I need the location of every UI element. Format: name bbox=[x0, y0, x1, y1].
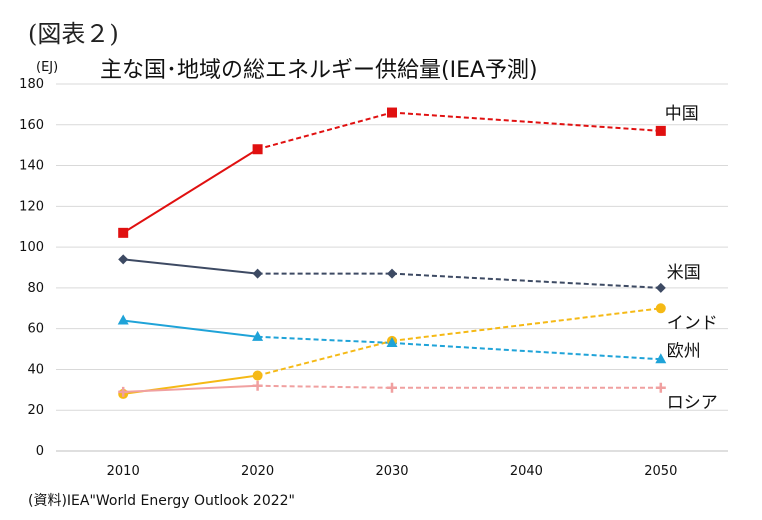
y-tick-label: 180 bbox=[19, 77, 44, 92]
series-label: 米国 bbox=[667, 263, 701, 283]
data-point bbox=[655, 282, 666, 293]
series-segment bbox=[391, 111, 661, 132]
series-label: ロシア bbox=[667, 393, 718, 413]
source-note: (資料)IEA"World Energy Outlook 2022" bbox=[28, 493, 295, 509]
x-tick-label: 2040 bbox=[510, 464, 543, 479]
data-point bbox=[252, 144, 263, 155]
series-segment bbox=[391, 341, 661, 361]
y-tick-label: 0 bbox=[36, 444, 44, 459]
y-axis-unit: (EJ) bbox=[36, 60, 59, 75]
data-point bbox=[387, 268, 397, 279]
series-segment bbox=[391, 272, 661, 289]
series-segment bbox=[257, 335, 393, 344]
data-point bbox=[655, 125, 666, 136]
x-axis-ticks: 2010 2020 2030 2040 2050 bbox=[107, 464, 678, 479]
series-label: インド bbox=[667, 313, 718, 333]
x-tick-label: 2020 bbox=[241, 464, 274, 479]
data-point bbox=[252, 370, 263, 381]
series-segment bbox=[391, 307, 661, 342]
series-segment bbox=[123, 384, 258, 393]
data-point bbox=[655, 303, 666, 314]
chart-title: 主な国･地域の総エネルギー供給量(IEA予測) bbox=[100, 58, 538, 83]
data-point bbox=[387, 107, 397, 118]
data-point bbox=[252, 380, 263, 391]
y-tick-label: 100 bbox=[19, 240, 44, 255]
data-point bbox=[252, 268, 263, 279]
series-markers bbox=[117, 107, 667, 399]
data-point bbox=[252, 330, 264, 341]
data-point bbox=[118, 254, 129, 265]
data-point bbox=[386, 336, 398, 347]
series-segment bbox=[123, 319, 258, 338]
x-tick-label: 2010 bbox=[107, 464, 140, 479]
y-tick-label: 60 bbox=[27, 322, 44, 337]
x-tick-label: 2050 bbox=[644, 464, 677, 479]
series-segment bbox=[122, 148, 259, 234]
y-tick-label: 40 bbox=[27, 362, 44, 377]
gridlines bbox=[56, 83, 728, 452]
figure-label: (図表２) bbox=[28, 20, 119, 48]
series-segment bbox=[257, 111, 393, 151]
series-segment bbox=[257, 339, 393, 377]
y-tick-label: 120 bbox=[19, 199, 44, 214]
data-point bbox=[118, 386, 129, 397]
y-tick-label: 140 bbox=[19, 159, 44, 174]
series-segment bbox=[123, 258, 258, 275]
data-point bbox=[655, 382, 666, 393]
y-axis-ticks: 0 20 40 60 80 100 120 140 160 180 bbox=[19, 77, 44, 459]
data-point bbox=[387, 382, 397, 393]
y-tick-label: 160 bbox=[19, 118, 44, 133]
data-point bbox=[655, 353, 667, 364]
series-label: 中国 bbox=[665, 104, 699, 124]
data-point bbox=[117, 314, 129, 325]
y-tick-label: 20 bbox=[27, 403, 44, 418]
x-tick-label: 2030 bbox=[375, 464, 408, 479]
series-lines bbox=[122, 111, 661, 395]
series-segment bbox=[257, 384, 393, 389]
series-label: 欧州 bbox=[667, 341, 701, 361]
y-tick-label: 80 bbox=[27, 281, 44, 296]
data-point bbox=[118, 227, 129, 238]
